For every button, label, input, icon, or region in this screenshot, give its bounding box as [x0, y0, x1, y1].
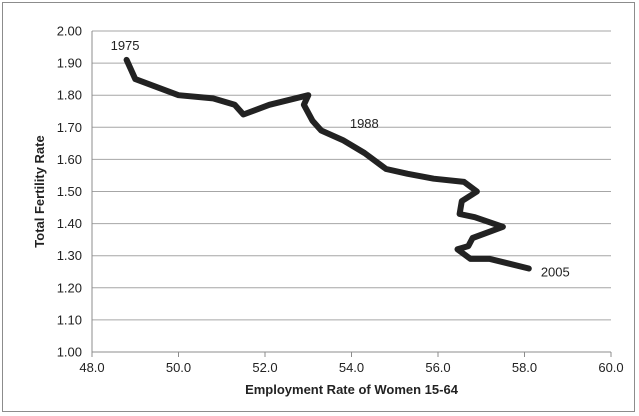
year-annotation: 2005	[541, 265, 570, 280]
y-tick-label: 1.20	[57, 280, 82, 295]
year-annotation: 1988	[350, 116, 379, 131]
y-tick-label: 2.00	[57, 24, 82, 39]
y-tick-label: 1.40	[57, 216, 82, 231]
x-tick-label: 60.0	[598, 360, 623, 375]
series-layer	[123, 56, 532, 272]
y-tick-label: 1.00	[57, 345, 82, 360]
year-annotation: 1975	[111, 38, 140, 53]
x-tick-labels: 48.0 50.0 52.0 54.0 56.0 58.0 60.0	[79, 360, 623, 375]
chart-frame	[2, 2, 635, 412]
y-tick-label: 1.30	[57, 248, 82, 263]
x-tick-label: 50.0	[166, 360, 191, 375]
y-tick-label: 1.10	[57, 312, 82, 327]
y-tick-label: 1.60	[57, 152, 82, 167]
series-line	[123, 56, 532, 272]
axes	[91, 31, 612, 357]
gridlines	[92, 30, 611, 321]
x-tick-label: 54.0	[339, 360, 364, 375]
y-tick-labels: 1.00 1.10 1.20 1.30 1.40 1.50 1.60 1.70 1.80 1.90…	[57, 24, 82, 360]
x-tick-label: 58.0	[512, 360, 537, 375]
y-tick-label: 1.70	[57, 120, 82, 135]
y-tick-label: 1.50	[57, 184, 82, 199]
x-tick-label: 56.0	[425, 360, 450, 375]
y-axis-title: Total Fertility Rate	[32, 135, 47, 247]
x-tick-label: 52.0	[252, 360, 277, 375]
annotations: 1975 1988 2005	[111, 38, 570, 280]
x-tick-label: 48.0	[79, 360, 104, 375]
x-axis-title: Employment Rate of Women 15-64	[245, 382, 459, 397]
y-tick-label: 1.90	[57, 56, 82, 71]
y-tick-label: 1.80	[57, 88, 82, 103]
